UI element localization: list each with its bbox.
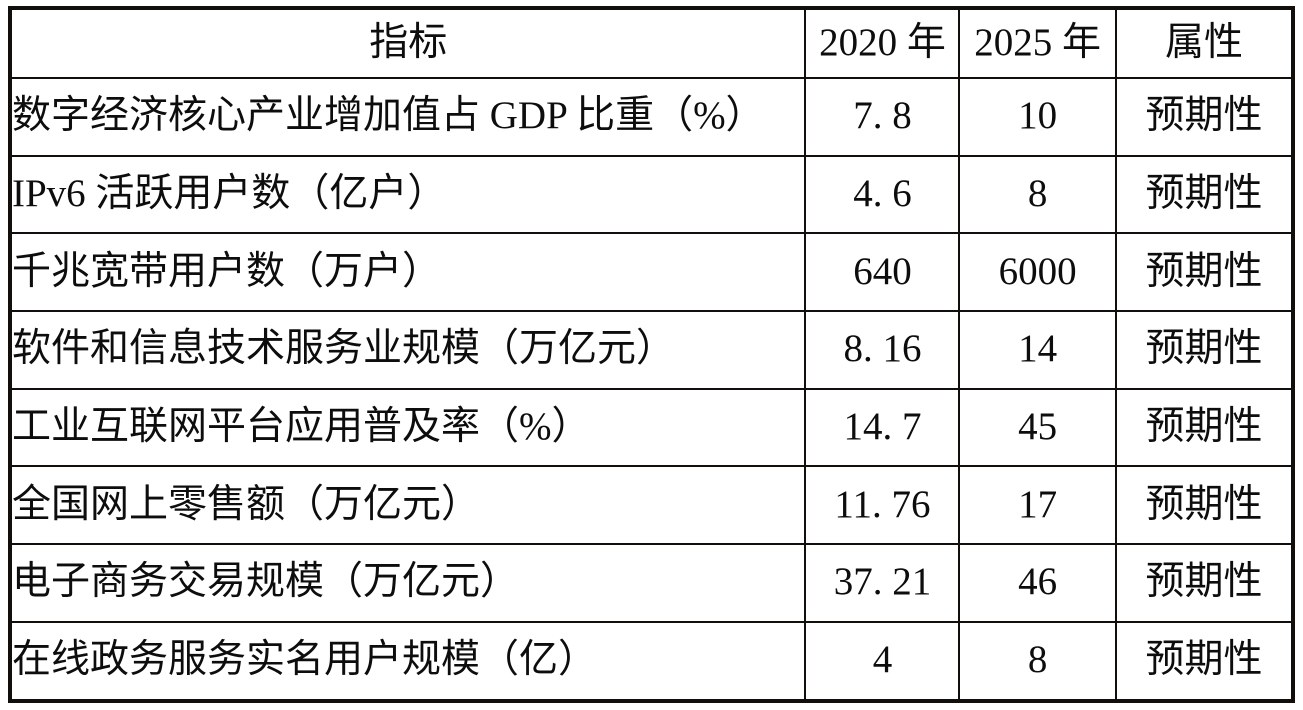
table-row: 工业互联网平台应用普及率（%） 14. 7 45 预期性 <box>8 387 1295 468</box>
value-2020-cell: 37. 21 <box>804 542 961 623</box>
table-row: 在线政务服务实名用户规模（亿） 4 8 预期性 <box>8 620 1295 703</box>
column-header-2020: 2020 年 <box>804 7 961 79</box>
column-header-2025: 2025 年 <box>958 7 1117 79</box>
attribute-cell: 预期性 <box>1114 232 1295 312</box>
value-2025-cell: 8 <box>958 154 1117 235</box>
header-row: 指标 2020 年 2025 年 属性 <box>8 7 1295 79</box>
value-2025-cell: 46 <box>958 542 1117 623</box>
indicator-cell: IPv6 活跃用户数（亿户） <box>8 154 807 235</box>
attribute-cell: 预期性 <box>1114 309 1295 390</box>
value-2025-cell: 8 <box>958 620 1117 703</box>
table-row: IPv6 活跃用户数（亿户） 4. 6 8 预期性 <box>8 154 1295 235</box>
attribute-cell: 预期性 <box>1114 387 1295 468</box>
indicator-cell: 全国网上零售额（万亿元） <box>8 465 807 545</box>
attribute-cell: 预期性 <box>1114 620 1295 703</box>
attribute-cell: 预期性 <box>1114 542 1295 623</box>
value-2020-cell: 4 <box>804 620 961 703</box>
indicators-table: 指标 2020 年 2025 年 属性 数字经济核心产业增加值占 GDP 比重（… <box>8 6 1295 703</box>
value-2025-cell: 45 <box>958 387 1117 468</box>
indicator-cell: 千兆宽带用户数（万户） <box>8 232 807 312</box>
table-row: 数字经济核心产业增加值占 GDP 比重（%） 7. 8 10 预期性 <box>8 77 1295 157</box>
column-header-attribute: 属性 <box>1114 7 1295 79</box>
column-header-indicator: 指标 <box>8 7 807 79</box>
attribute-cell: 预期性 <box>1114 77 1295 157</box>
attribute-cell: 预期性 <box>1114 154 1295 235</box>
table-row: 电子商务交易规模（万亿元） 37. 21 46 预期性 <box>8 542 1295 623</box>
value-2020-cell: 4. 6 <box>804 154 961 235</box>
table-row: 千兆宽带用户数（万户） 640 6000 预期性 <box>8 232 1295 312</box>
indicator-cell: 电子商务交易规模（万亿元） <box>8 542 807 623</box>
indicator-cell: 软件和信息技术服务业规模（万亿元） <box>8 309 807 390</box>
value-2025-cell: 10 <box>958 77 1117 157</box>
value-2025-cell: 17 <box>958 465 1117 545</box>
value-2020-cell: 7. 8 <box>804 77 961 157</box>
table-row: 软件和信息技术服务业规模（万亿元） 8. 16 14 预期性 <box>8 309 1295 390</box>
indicator-cell: 数字经济核心产业增加值占 GDP 比重（%） <box>8 77 807 157</box>
value-2020-cell: 8. 16 <box>804 309 961 390</box>
value-2025-cell: 14 <box>958 309 1117 390</box>
indicator-cell: 在线政务服务实名用户规模（亿） <box>8 620 807 703</box>
value-2025-cell: 6000 <box>958 232 1117 312</box>
value-2020-cell: 14. 7 <box>804 387 961 468</box>
attribute-cell: 预期性 <box>1114 465 1295 545</box>
value-2020-cell: 11. 76 <box>804 465 961 545</box>
value-2020-cell: 640 <box>804 232 961 312</box>
indicator-cell: 工业互联网平台应用普及率（%） <box>8 387 807 468</box>
table-row: 全国网上零售额（万亿元） 11. 76 17 预期性 <box>8 465 1295 545</box>
